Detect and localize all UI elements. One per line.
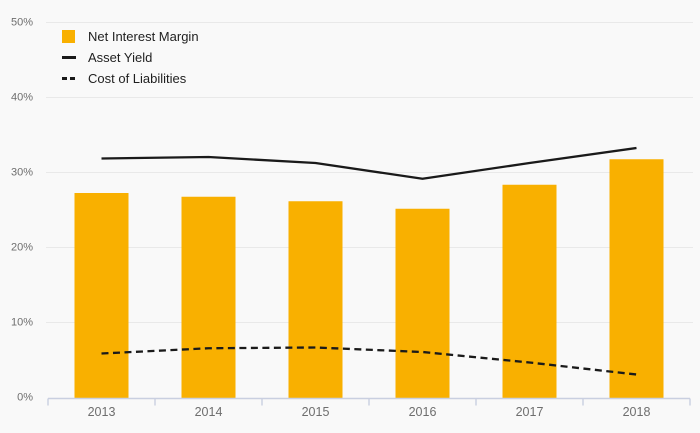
y-axis-tick-label-50: 50% [11, 17, 33, 29]
legend-item-net-interest-margin: Net Interest Margin [62, 26, 199, 47]
y-axis-tick-label-40: 40% [11, 92, 33, 104]
x-axis-tick-label-2013: 2013 [88, 405, 116, 419]
legend-label-cost-of-liabilities: Cost of Liabilities [88, 71, 187, 86]
bar-swatch-icon [62, 30, 75, 43]
bar-2015 [288, 201, 343, 399]
y-axis-tick-label-0: 0% [17, 392, 33, 404]
legend-label-net-interest-margin: Net Interest Margin [88, 29, 199, 44]
x-axis-tick-label-2018: 2018 [623, 405, 651, 419]
asset-yield-line [101, 146, 637, 180]
solid-line-swatch-icon [62, 56, 76, 59]
x-axis-tick-label-2017: 2017 [516, 405, 544, 419]
y-axis-tick-label-30: 30% [11, 167, 33, 179]
legend-item-asset-yield: Asset Yield [62, 47, 199, 68]
bar-2014 [181, 196, 236, 399]
bar-2013 [74, 193, 129, 399]
chart-legend: Net Interest Margin Asset Yield Cost of … [62, 26, 199, 89]
legend-item-cost-of-liabilities: Cost of Liabilities [62, 68, 199, 89]
x-axis-tick-label-2016: 2016 [409, 405, 437, 419]
legend-label-asset-yield: Asset Yield [88, 50, 153, 65]
dashed-line-swatch-icon [62, 77, 76, 80]
y-axis-tick-label-10: 10% [11, 317, 33, 329]
bar-2017 [502, 184, 557, 399]
bar-2018 [609, 159, 664, 399]
y-axis-tick-label-20: 20% [11, 242, 33, 254]
x-axis-tick-label-2015: 2015 [302, 405, 330, 419]
cost-of-liabilities-line [101, 346, 637, 376]
x-axis-tick-label-2014: 2014 [195, 405, 223, 419]
bar-2016 [395, 208, 450, 399]
